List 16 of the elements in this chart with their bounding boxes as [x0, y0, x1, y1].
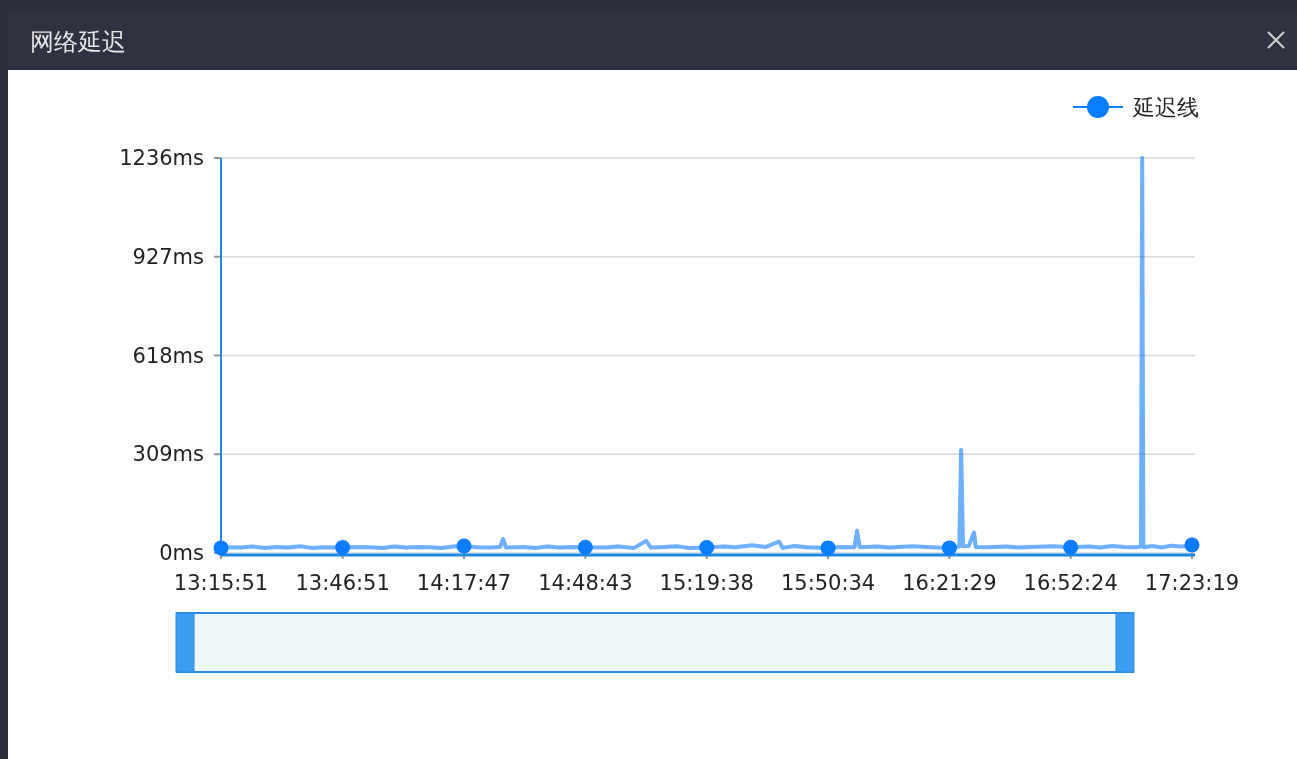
- x-tick-label: 15:50:34: [780, 571, 876, 595]
- legend-label: 延迟线: [1132, 95, 1199, 120]
- x-tick-label: 16:21:29: [902, 571, 997, 595]
- y-tick-label: 0ms: [159, 541, 204, 565]
- x-tick-label: 13:15:51: [173, 571, 269, 595]
- x-tick-label: 14:17:47: [416, 571, 512, 595]
- y-tick-label: 927ms: [132, 244, 204, 269]
- y-tick-label: 618ms: [132, 343, 204, 368]
- x-tick-label: 15:19:38: [659, 571, 754, 595]
- y-tick-label: 1236ms: [119, 146, 204, 170]
- y-tick-label: 309ms: [132, 442, 204, 467]
- x-tick-label: 17:23:19: [1144, 571, 1240, 595]
- x-tick-label: 14:48:43: [538, 571, 633, 595]
- chart-title: 网络延迟: [30, 28, 126, 56]
- x-tick-label: 13:46:51: [295, 571, 390, 595]
- x-tick-label: 16:52:24: [1023, 571, 1118, 595]
